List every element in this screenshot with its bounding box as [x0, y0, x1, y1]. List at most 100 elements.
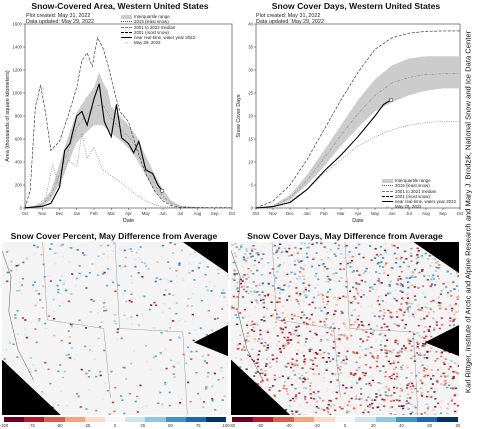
snow-days-map	[231, 242, 459, 415]
y-axis-label: Snow Cover Days	[236, 94, 242, 137]
series-line-solid	[255, 99, 392, 209]
colorbar-swatch	[4, 417, 25, 422]
y-tick-label: 5	[251, 183, 254, 188]
colorbar-swatch	[334, 417, 356, 422]
colorbar-tick-label: -40	[285, 423, 292, 428]
y-tick-label: 40	[248, 22, 253, 27]
y-tick-label: 30	[248, 68, 253, 73]
legend-nrt: near real-time, water year 2022	[395, 199, 457, 205]
x-tick-label: Jul	[178, 211, 184, 216]
colorbar-tick-label: 40	[399, 423, 404, 428]
colorbar-swatch	[125, 417, 146, 422]
colorbar-swatch	[396, 417, 417, 422]
latest-point-marker	[160, 188, 165, 193]
y-tick-label: 200	[15, 183, 23, 188]
y-tick-label: 1400	[12, 45, 22, 50]
no-data-corner	[182, 242, 228, 274]
legend-least: 2015 (least snow)	[395, 183, 430, 189]
colorbar-swatch	[44, 417, 65, 422]
coastline	[2, 250, 34, 381]
y-tick-label: 600	[15, 137, 23, 142]
series-line-solid	[24, 83, 163, 209]
map-days-title: Snow Cover Days, May Difference from Ave…	[247, 231, 443, 241]
colorbar-swatch	[375, 417, 397, 422]
series-line-dotted	[24, 133, 232, 209]
days-legend: Interquartile range 2015 (least snow) 20…	[382, 178, 456, 210]
x-tick-label: May	[371, 211, 380, 216]
x-tick-label: Oct	[457, 211, 464, 216]
map-land-background	[231, 242, 459, 415]
y-axis-label: Area (thousands of square kilometers)	[5, 70, 11, 162]
colorbar-swatch	[165, 417, 186, 422]
colorbar-tick-label: -75	[28, 423, 35, 428]
snow-covered-area-chart: 0 200 400 600 800 1000 1200 1400 1600 Oct Nov Dec Ja…	[5, 22, 236, 225]
colorbar-swatch	[293, 417, 315, 422]
y-tick-label: 25	[248, 91, 253, 96]
iqr-band	[25, 72, 232, 208]
colorbar-swatch	[314, 417, 335, 422]
colorbar-tick-label: -60	[257, 423, 264, 428]
colorbar-tick-label: 50	[168, 423, 173, 428]
colorbar-tick-label: 20	[370, 423, 376, 428]
colorbar-tick-label: 0	[113, 423, 117, 428]
legend-iqr: Interquartile range	[395, 178, 431, 183]
colorbar-tick-label: 80	[455, 423, 461, 428]
colorbar-swatch	[355, 417, 376, 422]
x-tick-label: Jan	[73, 211, 81, 216]
map-percent-title: Snow Cover Percent, May Difference from …	[10, 231, 218, 241]
difference-pixels	[231, 242, 459, 415]
series-line-dashdot	[24, 104, 233, 209]
x-tick-label: Jun	[160, 211, 168, 216]
x-tick-label: Apr	[355, 211, 362, 216]
colorbar-tick-label: -50	[56, 423, 63, 428]
latest-point-marker	[389, 97, 394, 102]
y-tick-label: 0	[20, 206, 23, 211]
y-tick-label: 1200	[12, 68, 22, 73]
colorbar-swatch	[416, 417, 438, 422]
x-tick-label: Feb	[90, 211, 98, 216]
legend-median: 2001 to 2021 median	[395, 188, 437, 194]
days-chart-title: Snow Cover Days, Western United States	[271, 1, 441, 11]
x-tick-label: Jun	[389, 211, 397, 216]
series-line-dashdot	[255, 73, 460, 209]
x-tick-label: Jul	[406, 211, 412, 216]
percent-colorbar	[4, 417, 227, 422]
coastline	[231, 250, 264, 381]
colorbar-swatch	[24, 417, 45, 422]
legend-most: 2001 (most snow)	[395, 193, 430, 199]
colorbar-tick-label: 75	[195, 423, 201, 428]
x-axis-label: Date	[123, 218, 134, 224]
y-tick-label: 35	[248, 45, 253, 50]
x-tick-label: Nov	[38, 211, 46, 216]
y-tick-label: 1600	[12, 22, 22, 27]
colorbar-swatch	[232, 417, 253, 422]
x-tick-label: May	[142, 211, 151, 216]
colorbar-tick-label: 100	[222, 423, 230, 428]
x-tick-label: Dec	[56, 211, 64, 216]
legend-marker: May 29, 2022	[395, 204, 422, 210]
x-tick-label: Jan	[304, 211, 312, 216]
y-tick-label: 10	[248, 160, 253, 165]
iqr-band	[256, 56, 460, 209]
state-border	[271, 242, 341, 398]
legend-median: 2001 to 2022 median	[134, 24, 176, 30]
no-data-corner	[424, 325, 459, 357]
state-border	[114, 242, 188, 415]
legend-nrt: near real-time, water year 2022	[134, 35, 196, 41]
days-data-updated: Data updated: May 29, 2022	[256, 19, 325, 25]
area-data-updated: Data updated: May 29, 2022	[26, 19, 95, 25]
area-chart-title: Snow-Covered Area, Western United States	[31, 1, 209, 11]
colorbar-swatch	[84, 417, 105, 422]
series-line-dashed	[255, 30, 460, 209]
x-tick-label: Oct	[229, 211, 236, 216]
x-tick-label: Oct	[22, 211, 29, 216]
colorbar-swatch	[185, 417, 206, 422]
series-line-dashed	[24, 36, 233, 209]
x-tick-label: Dec	[286, 211, 294, 216]
colorbar-swatch	[437, 417, 459, 422]
difference-pixels	[2, 242, 228, 415]
legend-most: 2001 (most snow)	[134, 29, 169, 35]
state-border	[344, 242, 419, 415]
colorbar-swatch	[64, 417, 85, 422]
colorbar-tick-label: 25	[140, 423, 146, 428]
